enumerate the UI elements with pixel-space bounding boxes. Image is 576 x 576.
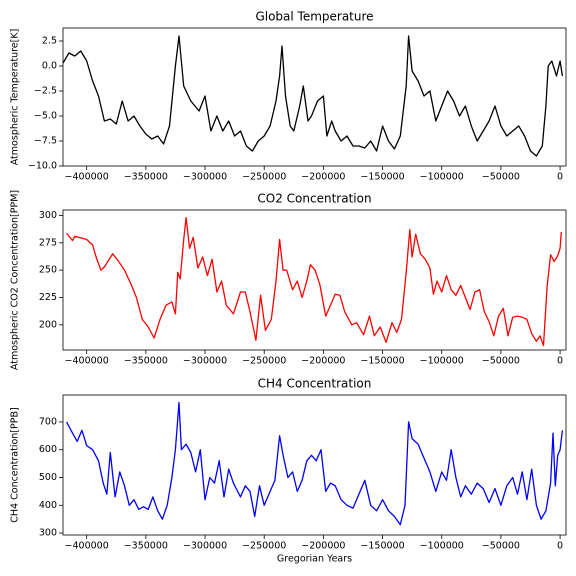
- y-axis-label: Atmospheric CO2 Concentration[PPM]: [10, 190, 21, 370]
- x-tick-label: −400000: [65, 356, 109, 367]
- x-tick-label: −400000: [65, 172, 109, 183]
- axes-frame: [62, 27, 567, 167]
- y-tick-label: −10.0: [28, 161, 57, 172]
- x-tick-label: −50000: [482, 356, 520, 367]
- axes-frame: [62, 394, 567, 536]
- x-tick-label: −100000: [420, 356, 464, 367]
- subplot-title: CO2 Concentration: [257, 192, 371, 206]
- x-tick-label: −100000: [420, 172, 464, 183]
- subplot-title: CH4 Concentration: [258, 377, 372, 391]
- y-tick-label: 400: [39, 500, 57, 511]
- x-tick-label: −350000: [124, 541, 168, 552]
- y-tick-label: 200: [39, 319, 57, 330]
- y-tick-label: −5.0: [34, 111, 57, 122]
- x-tick-label: −250000: [242, 541, 286, 552]
- x-tick-label: −250000: [242, 356, 286, 367]
- data-line: [66, 217, 562, 347]
- x-tick-label: −100000: [420, 541, 464, 552]
- x-tick-label: −250000: [242, 172, 286, 183]
- x-tick-label: 0: [557, 172, 563, 183]
- data-line: [63, 35, 564, 157]
- x-tick-label: −150000: [360, 172, 404, 183]
- y-tick-label: 275: [39, 237, 57, 248]
- x-tick-label: −300000: [183, 541, 227, 552]
- y-tick-label: 2.5: [42, 36, 57, 47]
- x-tick-label: −200000: [301, 356, 345, 367]
- x-tick-label: −200000: [301, 541, 345, 552]
- y-tick-label: 250: [39, 265, 57, 276]
- x-tick-label: −50000: [482, 541, 520, 552]
- x-tick-label: −200000: [301, 172, 345, 183]
- x-tick-label: −400000: [65, 541, 109, 552]
- y-axis-label: CH4 Concentration[PPB]: [10, 407, 21, 522]
- x-tick-label: −300000: [183, 172, 227, 183]
- x-tick-label: 0: [557, 356, 563, 367]
- x-axis-label: Gregorian Years: [277, 554, 352, 565]
- x-tick-label: −300000: [183, 356, 227, 367]
- subplot-title: Global Temperature: [255, 10, 373, 24]
- y-tick-label: 225: [39, 292, 57, 303]
- y-tick-label: 300: [39, 528, 57, 539]
- x-tick-label: 0: [557, 541, 563, 552]
- y-tick-label: −7.5: [34, 136, 57, 147]
- data-line: [66, 401, 564, 526]
- y-tick-label: 0.0: [42, 61, 57, 72]
- x-tick-label: −350000: [124, 356, 168, 367]
- x-tick-label: −50000: [482, 172, 520, 183]
- y-tick-label: 300: [39, 210, 57, 221]
- x-tick-label: −350000: [124, 172, 168, 183]
- y-tick-label: −2.5: [34, 86, 57, 97]
- x-tick-label: −150000: [360, 356, 404, 367]
- y-tick-label: 500: [39, 472, 57, 483]
- x-tick-label: −150000: [360, 541, 404, 552]
- y-axis-label: Atmospheric Temperature[K]: [10, 29, 21, 166]
- axes-frame: [62, 209, 567, 351]
- y-tick-label: 700: [39, 416, 57, 427]
- y-tick-label: 600: [39, 444, 57, 455]
